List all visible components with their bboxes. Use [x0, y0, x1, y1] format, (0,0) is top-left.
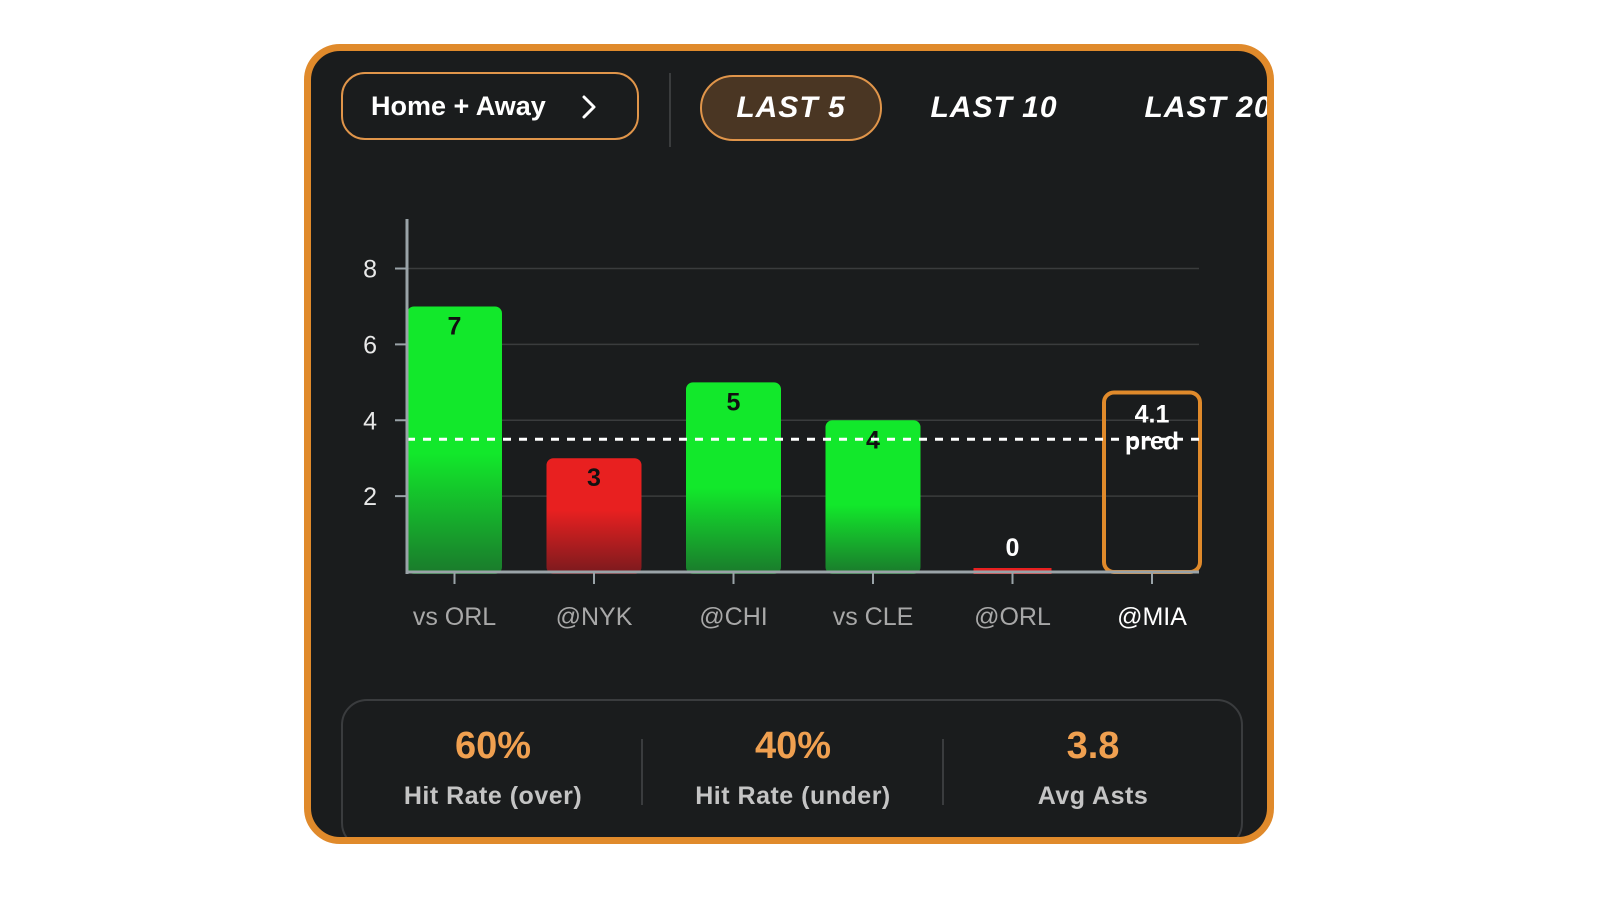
stat-hit-rate-over: 60% Hit Rate (over) — [343, 701, 643, 811]
stat-label: Avg Asts — [1037, 782, 1149, 810]
tab-last-5-label: LAST 5 — [736, 91, 846, 124]
x-tick-label: @NYK — [556, 603, 633, 631]
tab-last-10[interactable]: LAST 10 — [911, 75, 1077, 141]
bar — [825, 420, 921, 574]
bar — [407, 306, 502, 574]
bar-value-label: 3 — [587, 464, 601, 492]
stat-divider — [641, 739, 643, 805]
bar — [546, 458, 642, 574]
tab-last-20[interactable]: LAST 20 — [1123, 75, 1272, 141]
stat-divider — [942, 739, 944, 805]
stat-label: Hit Rate (over) — [403, 782, 583, 810]
stat-value: 3.8 — [1066, 725, 1120, 767]
chevron-right-icon — [582, 95, 596, 119]
x-tick-label: @ORL — [974, 603, 1051, 631]
stat-value: 60% — [454, 725, 532, 767]
header-divider — [669, 73, 671, 147]
player-assists-card: Home + Away LAST 5 LAST 10 LAST 20 2 4 6 8 7… — [304, 44, 1274, 844]
tab-last-5[interactable]: LAST 5 — [700, 75, 882, 141]
home-away-filter-button[interactable]: Home + Away — [341, 72, 639, 140]
prediction-value-label: 4.1 — [1135, 400, 1170, 428]
bar-value-label: 7 — [448, 312, 462, 340]
tab-last-10-label: LAST 10 — [930, 91, 1058, 124]
prediction-text-label: pred — [1125, 427, 1179, 455]
stat-label: Hit Rate (under) — [695, 782, 891, 810]
tab-last-20-label: LAST 20 — [1144, 91, 1272, 124]
stat-avg-asts: 3.8 Avg Asts — [943, 701, 1243, 811]
y-tick-label: 2 — [363, 483, 377, 511]
bar — [686, 382, 781, 574]
bar-value-label: 0 — [1006, 534, 1020, 562]
x-tick-label: @CHI — [699, 603, 767, 631]
filter-label: Home + Away — [371, 90, 546, 121]
stats-panel: 60% Hit Rate (over) 40% Hit Rate (under)… — [341, 699, 1243, 837]
y-tick-label: 6 — [363, 331, 377, 359]
bar-value-label: 5 — [727, 388, 741, 416]
x-tick-label: vs ORL — [413, 603, 496, 631]
x-tick-label: @MIA — [1117, 603, 1187, 631]
y-tick-label: 8 — [363, 256, 377, 284]
y-tick-label: 4 — [363, 407, 377, 435]
stat-value: 40% — [754, 725, 832, 767]
x-tick-label: vs CLE — [833, 603, 914, 631]
stat-hit-rate-under: 40% Hit Rate (under) — [643, 701, 943, 811]
